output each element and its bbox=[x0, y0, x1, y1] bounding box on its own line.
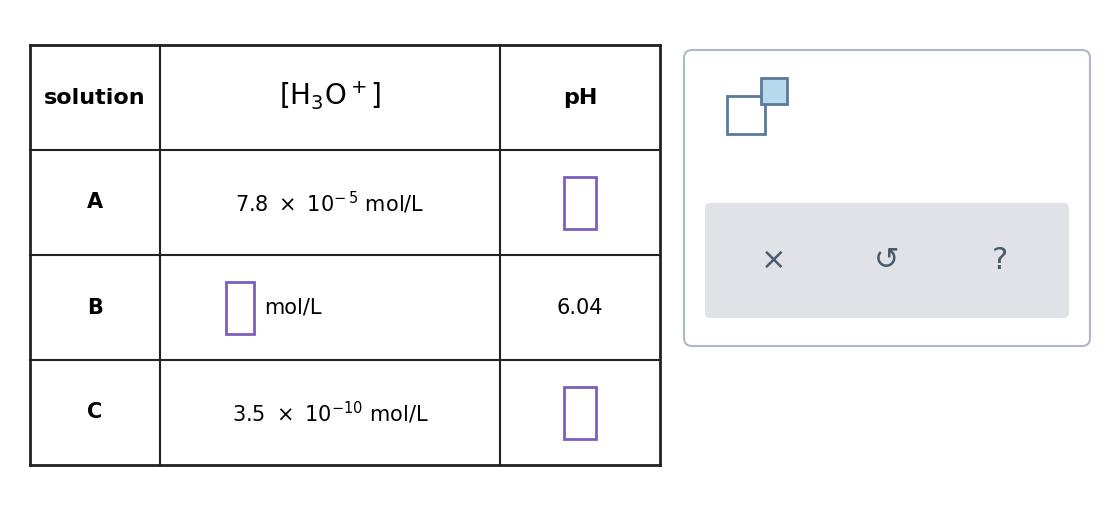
Text: pH: pH bbox=[563, 87, 597, 107]
Text: B: B bbox=[87, 298, 102, 318]
Text: $\left[\mathrm{H_3O^+}\right]$: $\left[\mathrm{H_3O^+}\right]$ bbox=[278, 79, 381, 112]
Bar bbox=[564, 176, 596, 229]
Text: $7.8\ \times\ 10^{-\,5}\ \mathrm{mol/L}$: $7.8\ \times\ 10^{-\,5}\ \mathrm{mol/L}$ bbox=[235, 189, 424, 215]
Text: solution: solution bbox=[45, 87, 146, 107]
Text: ×: × bbox=[761, 246, 786, 275]
Text: ↺: ↺ bbox=[874, 246, 900, 275]
Bar bbox=[761, 78, 786, 104]
Text: ?: ? bbox=[993, 246, 1008, 275]
FancyBboxPatch shape bbox=[684, 50, 1089, 346]
Text: 6.04: 6.04 bbox=[557, 298, 604, 318]
Bar bbox=[226, 282, 254, 334]
Text: C: C bbox=[87, 402, 102, 423]
Bar bbox=[564, 387, 596, 438]
Bar bbox=[727, 96, 765, 134]
FancyBboxPatch shape bbox=[705, 203, 1069, 318]
Text: A: A bbox=[87, 193, 104, 212]
Text: x10: x10 bbox=[773, 110, 807, 128]
Text: mol/L: mol/L bbox=[264, 298, 322, 318]
Text: $3.5\ \times\ 10^{-10}\ \mathrm{mol/L}$: $3.5\ \times\ 10^{-10}\ \mathrm{mol/L}$ bbox=[232, 399, 429, 426]
